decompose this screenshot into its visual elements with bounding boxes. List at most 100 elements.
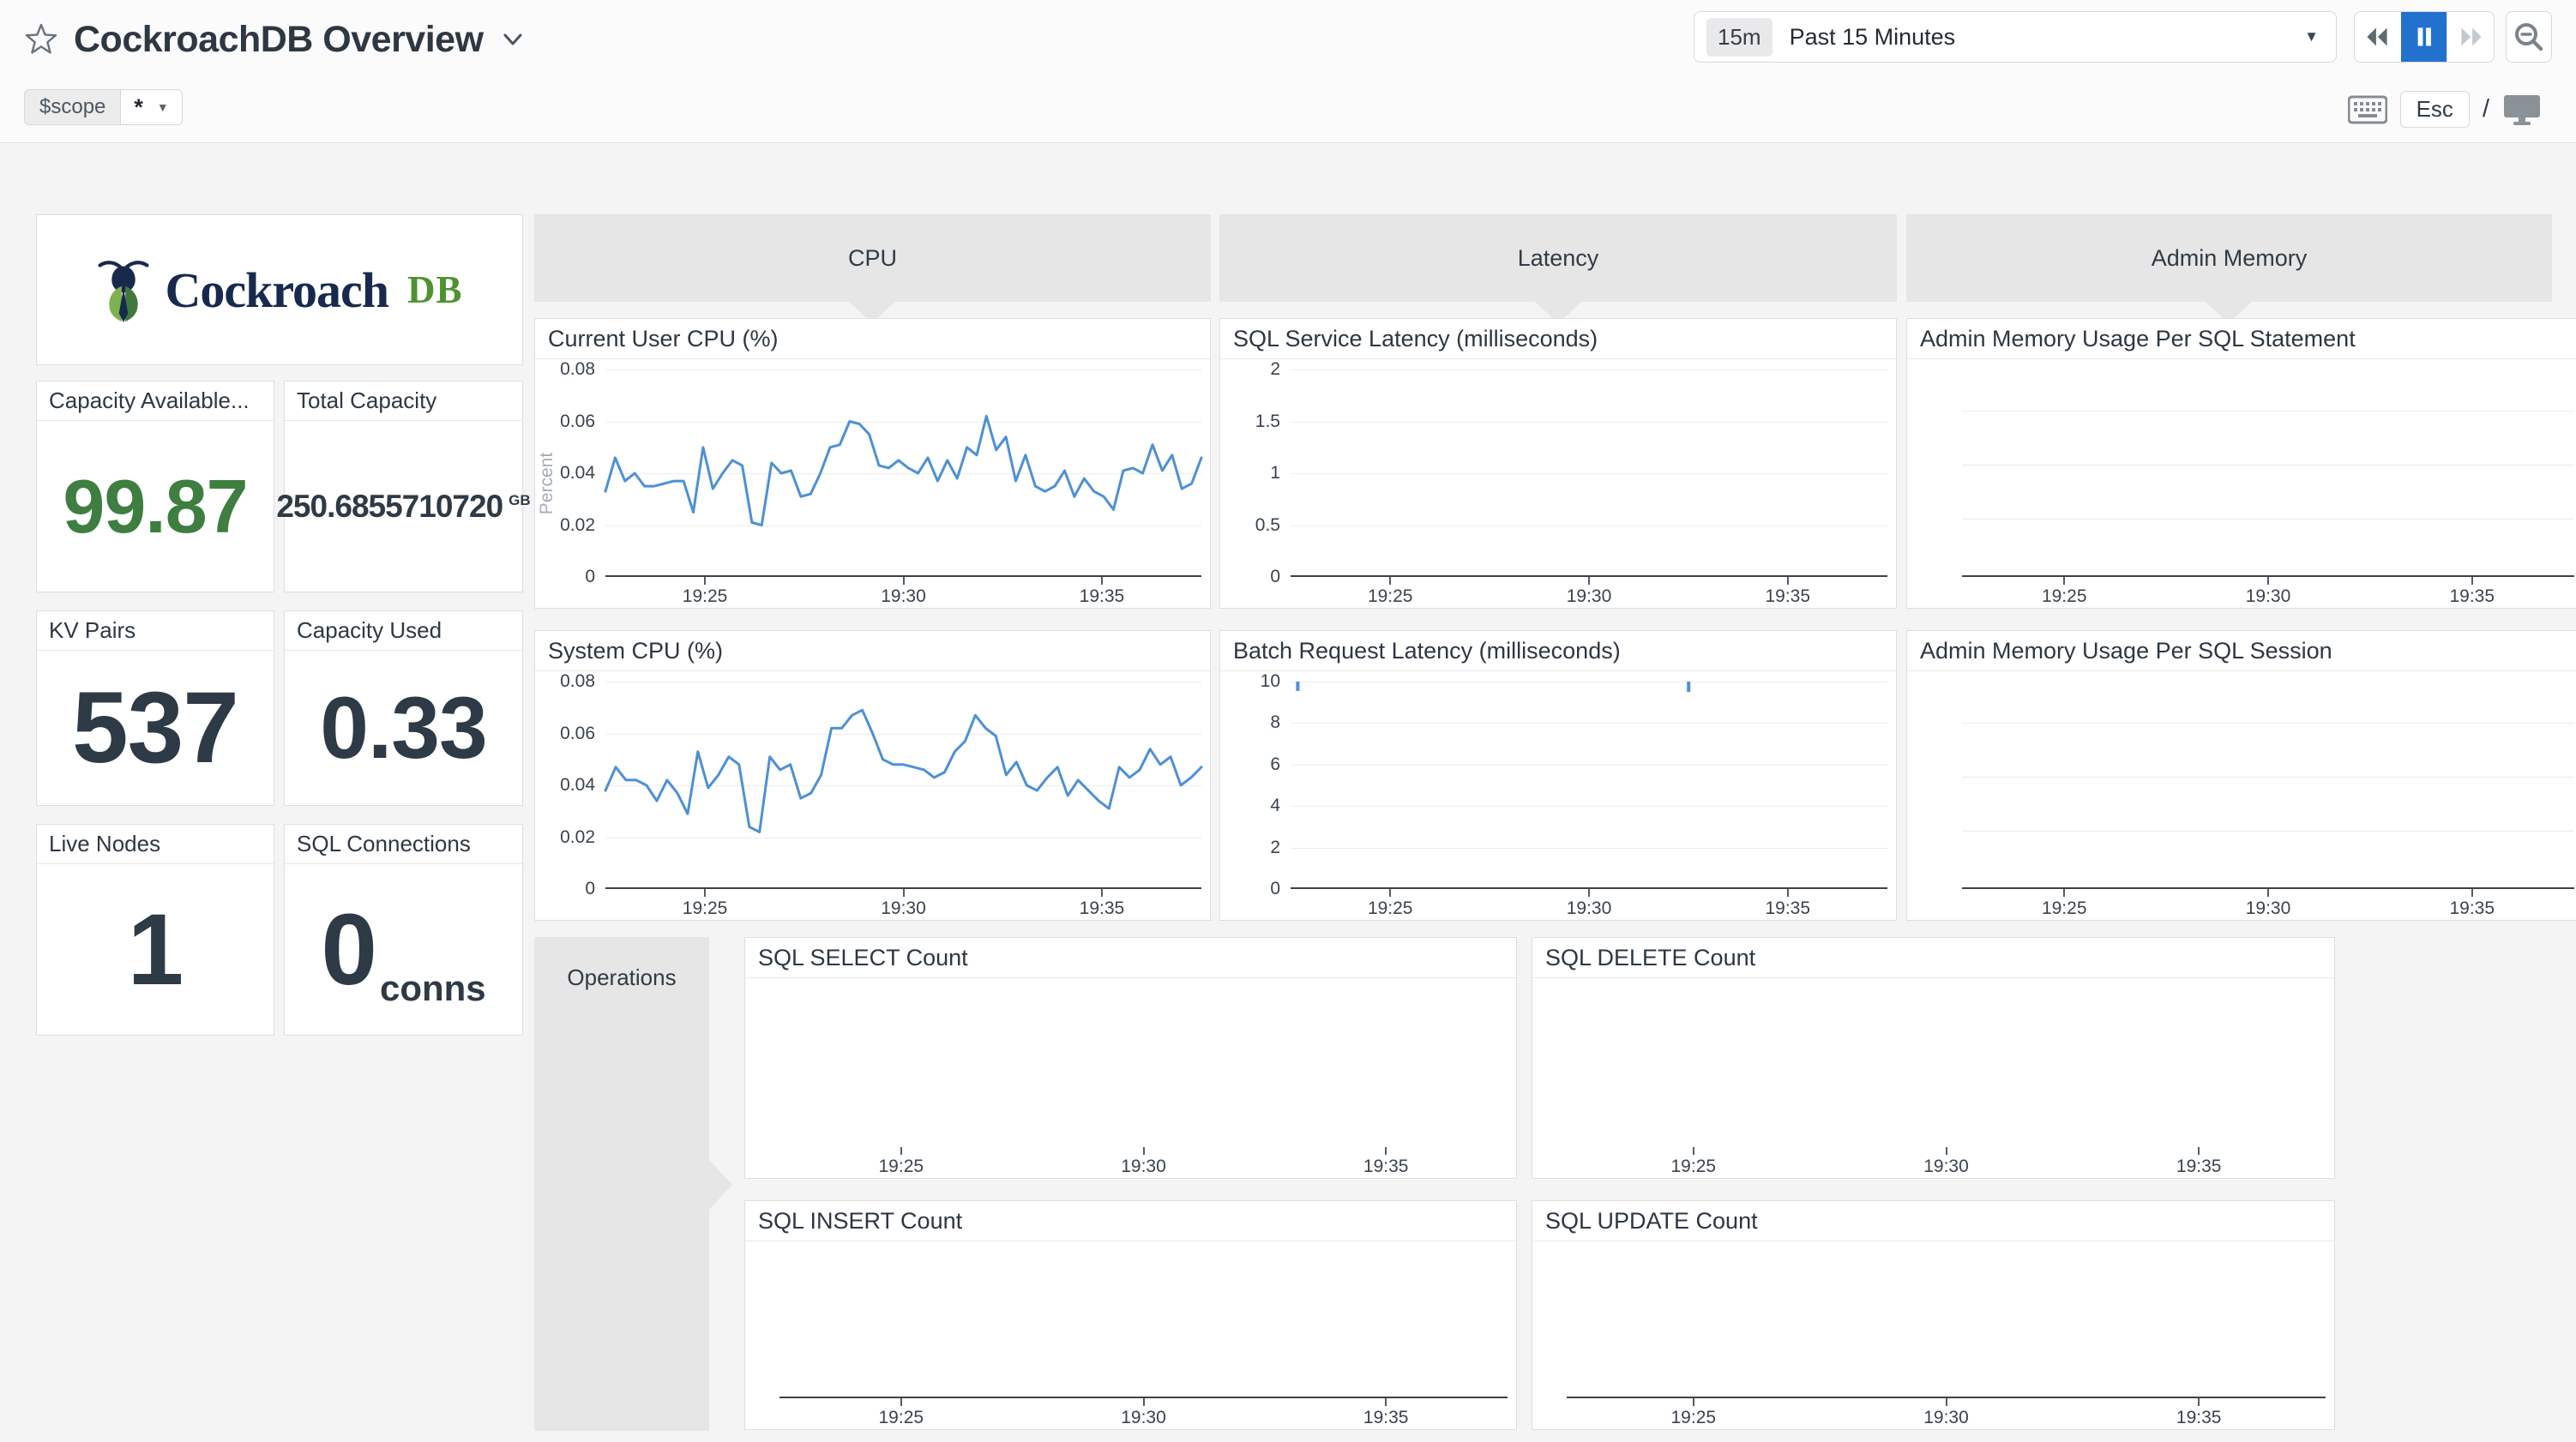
esc-key-badge: Esc (2399, 91, 2470, 128)
forward-button[interactable] (2447, 12, 2494, 62)
x-axis-tick (1385, 1398, 1387, 1406)
top-bar: CockroachDB Overview 15m Past 15 Minutes… (0, 0, 2576, 142)
stat-card-capacity-used: Capacity Used 0.33 (284, 610, 523, 806)
y-axis-tick-label: 0 (585, 879, 595, 898)
chart-sql-select-count[interactable]: SQL SELECT Count 19:25 19:30 19:35 (744, 937, 1517, 1179)
star-icon[interactable] (24, 22, 58, 57)
chart-sql-update-count[interactable]: SQL UPDATE Count 19:25 19:30 19:35 (1532, 1200, 2335, 1430)
x-axis-tick-label: 19:30 (1566, 898, 1612, 918)
page-title: CockroachDB Overview (74, 18, 484, 60)
chart-sql-service-latency[interactable]: SQL Service Latency (milliseconds) 2 1.5 1… (1219, 318, 1897, 609)
x-axis-tick (704, 889, 707, 897)
x-axis-tick (1389, 577, 1392, 585)
group-header-latency[interactable]: Latency (1219, 214, 1897, 302)
chart-title: Admin Memory Usage Per SQL Statement (1907, 319, 2576, 359)
stat-value: 0 (321, 892, 377, 1006)
y-axis-tick-label: 1 (1270, 463, 1280, 483)
x-axis-tick-label: 19:25 (878, 1157, 924, 1176)
x-axis-line (1291, 575, 1887, 577)
dashboard-title-area[interactable]: CockroachDB Overview (24, 7, 527, 72)
y-axis-tick-label: 8 (1270, 712, 1280, 733)
pause-icon (2417, 27, 2431, 46)
group-tail-operations (709, 1160, 732, 1210)
gridline (1291, 422, 1887, 423)
chart-title: SQL SELECT Count (745, 938, 1516, 978)
dashboard-canvas: Cockroach DB Capacity Available... 99.87… (0, 142, 2576, 1442)
x-axis-line (779, 1397, 1508, 1398)
chart-sql-delete-count[interactable]: SQL DELETE Count 19:25 19:30 19:35 (1532, 937, 2335, 1179)
group-header-operations[interactable]: Operations (534, 937, 709, 1431)
stat-value: 0.33 (320, 678, 488, 777)
chart-title: SQL DELETE Count (1532, 938, 2334, 978)
x-axis-tick-label: 19:25 (2041, 586, 2087, 606)
gridline (1291, 848, 1887, 849)
logo-db-suffix: DB (407, 268, 463, 311)
chart-title: Batch Request Latency (milliseconds) (1220, 631, 1896, 671)
y-axis-tick-label: 10 (1260, 671, 1280, 691)
chart-admin-memory-statement[interactable]: Admin Memory Usage Per SQL Statement 19:… (1906, 318, 2576, 609)
group-label: Latency (1517, 244, 1599, 271)
x-axis-line (1962, 575, 2574, 577)
y-axis-tick-label: 0 (1270, 879, 1280, 898)
x-axis-tick-label: 19:35 (1363, 1408, 1409, 1427)
x-axis-tick (1692, 1398, 1694, 1406)
stat-unit: conns (379, 968, 486, 1008)
x-axis-tick (1100, 889, 1103, 897)
y-axis-tick-label: 0.08 (560, 359, 595, 379)
template-variable-scope[interactable]: $scope * ▼ (24, 89, 183, 125)
pause-button[interactable] (2400, 12, 2447, 62)
scope-value-dropdown[interactable]: * ▼ (121, 89, 183, 125)
cockroachdb-logo-card: Cockroach DB (36, 214, 523, 365)
monitor-icon[interactable] (2502, 93, 2542, 127)
x-axis-tick-label: 19:30 (1923, 1157, 1969, 1176)
y-axis-tick-label: 0 (585, 567, 595, 586)
rewind-button[interactable] (2355, 12, 2401, 62)
x-axis-tick (1142, 1147, 1145, 1155)
x-axis-tick-label: 19:35 (1363, 1157, 1409, 1176)
x-axis-tick-label: 19:25 (682, 586, 728, 606)
y-axis-tick-label: 0.04 (560, 775, 595, 795)
stat-card-live-nodes: Live Nodes 1 (36, 824, 274, 1036)
x-axis-tick (1142, 1398, 1145, 1406)
slash-separator: / (2482, 95, 2489, 123)
triangle-down-icon: ▼ (156, 100, 169, 114)
x-axis-tick-label: 19:35 (2449, 898, 2495, 918)
chart-admin-memory-session[interactable]: Admin Memory Usage Per SQL Session 19:25… (1906, 630, 2576, 921)
x-axis-line (1291, 887, 1887, 889)
group-label: Admin Memory (2151, 244, 2308, 271)
chart-title: Admin Memory Usage Per SQL Session (1907, 631, 2576, 671)
y-axis-tick-label: 0.02 (560, 514, 595, 535)
x-axis-tick (1786, 577, 1789, 585)
zoom-out-button[interactable] (2506, 11, 2552, 63)
chart-plot: 0.08 0.06 0.04 0.02 0 19:25 19:30 19:35 (535, 671, 1210, 920)
x-axis-tick-label: 19:30 (1923, 1408, 1969, 1427)
playback-controls (2354, 11, 2495, 63)
chart-sql-insert-count[interactable]: SQL INSERT Count 19:25 19:30 19:35 (744, 1200, 1517, 1430)
chevron-down-icon[interactable] (499, 26, 527, 53)
chart-title: SQL UPDATE Count (1532, 1201, 2334, 1241)
time-range-picker[interactable]: 15m Past 15 Minutes ▼ (1694, 11, 2337, 63)
chart-batch-request-latency[interactable]: Batch Request Latency (milliseconds) 10 8… (1219, 630, 1897, 921)
stat-value: 1 (127, 892, 184, 1006)
stat-value: 537 (72, 671, 239, 784)
group-header-cpu[interactable]: CPU (534, 214, 1211, 302)
chart-plot: 10 8 6 4 2 0 19:25 19:30 19:35 (1220, 671, 1896, 920)
series-line (604, 414, 1203, 526)
x-axis-tick-label: 19:25 (1670, 1408, 1717, 1427)
x-axis-tick (1100, 577, 1103, 585)
gridline (605, 422, 1201, 423)
y-axis-tick-label: 4 (1270, 796, 1280, 816)
x-axis-tick (902, 889, 905, 897)
y-axis-tick-label: 0 (1270, 567, 1280, 586)
chart-current-user-cpu[interactable]: Current User CPU (%) 0.08 0.06 0.04 0.02 0 19… (534, 318, 1211, 609)
x-axis-tick (1945, 1398, 1947, 1406)
x-axis-line (605, 575, 1201, 577)
cockroach-bug-icon (98, 261, 149, 322)
gridline (1291, 806, 1887, 807)
stat-label: Capacity Used (285, 611, 522, 651)
y-axis-tick-label: 0.06 (560, 723, 595, 743)
scope-key-label: $scope (24, 89, 122, 125)
x-axis-tick-label: 19:30 (1566, 586, 1612, 606)
chart-system-cpu[interactable]: System CPU (%) 0.08 0.06 0.04 0.02 0 19:25 19:… (534, 630, 1211, 921)
group-header-admin-memory[interactable]: Admin Memory (1906, 214, 2552, 302)
